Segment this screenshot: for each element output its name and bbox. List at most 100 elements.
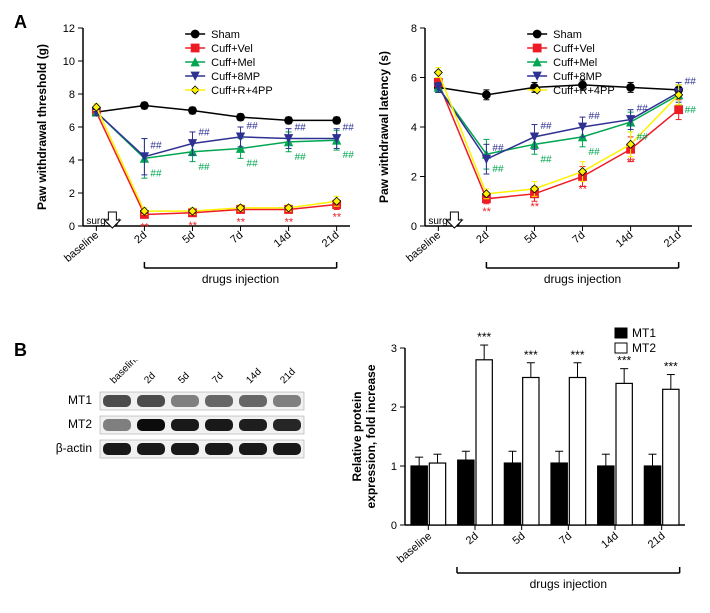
svg-text:14d: 14d <box>599 530 621 551</box>
svg-text:5d: 5d <box>510 530 527 547</box>
chart-a-left: 0 2 4 6 8 10 12 Paw withdrawal threshold (g) bas… <box>28 18 358 298</box>
svg-text:0: 0 <box>411 221 417 233</box>
svg-text:**: ** <box>285 217 294 229</box>
svg-text:baseline: baseline <box>62 229 101 265</box>
svg-text:##: ## <box>540 154 552 165</box>
chart-a-right: 0 2 4 6 8 Paw withdrawal latency (s) baseline 2… <box>370 18 700 298</box>
svg-text:Paw withdrawal latency (s): Paw withdrawal latency (s) <box>377 51 391 203</box>
svg-text:##: ## <box>198 162 210 173</box>
svg-text:##: ## <box>150 141 162 152</box>
svg-text:4: 4 <box>69 155 75 167</box>
svg-text:##: ## <box>637 104 649 115</box>
svg-text:##: ## <box>295 152 307 163</box>
svg-text:Cuff+R+4PP: Cuff+R+4PP <box>553 85 615 97</box>
svg-text:##: ## <box>685 105 697 116</box>
svg-text:***: *** <box>617 354 631 368</box>
svg-text:baseline: baseline <box>108 360 142 386</box>
svg-text:expression, fold increase: expression, fold increase <box>364 364 378 508</box>
svg-text:drugs injection: drugs injection <box>530 577 607 591</box>
svg-text:Cuff+Mel: Cuff+Mel <box>553 57 597 69</box>
svg-text:##: ## <box>247 121 259 132</box>
svg-text:Paw withdrawal threshold (g): Paw withdrawal threshold (g) <box>35 44 49 210</box>
svg-text:##: ## <box>637 132 649 143</box>
svg-text:14d: 14d <box>614 229 636 250</box>
svg-text:1: 1 <box>391 461 397 473</box>
figure: A 024681012Paw withdrawal threshold (g)b… <box>10 10 700 603</box>
svg-text:drugs injection: drugs injection <box>544 272 621 286</box>
svg-text:7d: 7d <box>210 370 226 386</box>
svg-text:**: ** <box>530 201 539 213</box>
svg-text:**: ** <box>237 217 246 229</box>
panel-b-label: B <box>14 340 27 361</box>
svg-text:##: ## <box>295 123 307 134</box>
svg-text:***: *** <box>664 360 678 374</box>
svg-text:**: ** <box>140 221 149 233</box>
svg-text:14d: 14d <box>244 367 264 387</box>
svg-text:14d: 14d <box>272 229 294 250</box>
svg-text:5d: 5d <box>522 229 539 246</box>
svg-text:Cuff+Mel: Cuff+Mel <box>211 57 255 69</box>
svg-text:21d: 21d <box>278 367 298 387</box>
svg-text:##: ## <box>150 168 162 179</box>
svg-text:##: ## <box>589 111 601 122</box>
svg-text:Sham: Sham <box>211 29 240 41</box>
svg-text:**: ** <box>579 184 588 196</box>
svg-text:7d: 7d <box>228 229 245 246</box>
svg-text:**: ** <box>482 206 491 218</box>
svg-text:4: 4 <box>411 122 417 134</box>
svg-text:##: ## <box>492 143 504 154</box>
svg-text:MT1: MT1 <box>68 393 92 407</box>
chart-b: 0 1 2 3 Relative proteinexpression, fold inc… <box>345 320 695 600</box>
panel-a-label: A <box>14 12 27 33</box>
svg-text:2d: 2d <box>464 530 481 547</box>
svg-text:##: ## <box>343 150 355 161</box>
svg-text:MT2: MT2 <box>68 417 92 431</box>
svg-text:**: ** <box>333 212 342 224</box>
svg-text:7d: 7d <box>570 229 587 246</box>
svg-text:Cuff+Vel: Cuff+Vel <box>211 43 253 55</box>
svg-text:##: ## <box>492 164 504 175</box>
svg-text:0: 0 <box>69 221 75 233</box>
svg-text:##: ## <box>685 76 697 87</box>
svg-text:7d: 7d <box>557 530 574 547</box>
svg-text:**: ** <box>188 220 197 232</box>
svg-text:Cuff+R+4PP: Cuff+R+4PP <box>211 85 273 97</box>
svg-text:2: 2 <box>411 172 417 184</box>
svg-text:##: ## <box>247 158 259 169</box>
svg-text:MT1: MT1 <box>632 326 656 340</box>
svg-text:drugs injection: drugs injection <box>202 272 279 286</box>
svg-text:Relative protein: Relative protein <box>350 391 364 481</box>
svg-text:MT2: MT2 <box>632 341 656 355</box>
svg-text:Cuff+Vel: Cuff+Vel <box>553 43 595 55</box>
svg-text:0: 0 <box>391 520 397 532</box>
svg-text:baseline: baseline <box>395 530 434 566</box>
svg-text:2d: 2d <box>142 370 158 386</box>
svg-text:12: 12 <box>63 23 75 35</box>
svg-text:##: ## <box>540 121 552 132</box>
svg-text:***: *** <box>477 330 491 344</box>
western-blot: baseline2d 5d 7d 14d 21d MT1 MT2 β-actin <box>32 360 332 490</box>
svg-text:2: 2 <box>69 188 75 200</box>
svg-text:21d: 21d <box>320 229 342 250</box>
svg-text:Cuff+8MP: Cuff+8MP <box>553 71 602 83</box>
svg-text:##: ## <box>198 128 210 139</box>
svg-text:***: *** <box>570 348 584 362</box>
svg-text:6: 6 <box>411 73 417 85</box>
svg-text:6: 6 <box>69 122 75 134</box>
svg-text:baseline: baseline <box>404 229 443 265</box>
svg-text:Sham: Sham <box>553 29 582 41</box>
svg-text:##: ## <box>589 147 601 158</box>
svg-text:***: *** <box>524 348 538 362</box>
svg-text:##: ## <box>343 123 355 134</box>
svg-text:5d: 5d <box>176 370 192 386</box>
svg-text:2: 2 <box>391 402 397 414</box>
svg-text:3: 3 <box>391 343 397 355</box>
svg-text:8: 8 <box>411 23 417 35</box>
svg-text:**: ** <box>627 156 636 168</box>
svg-text:2d: 2d <box>474 229 491 246</box>
svg-text:21d: 21d <box>662 229 684 250</box>
svg-text:β-actin: β-actin <box>56 441 92 455</box>
svg-text:Cuff+8MP: Cuff+8MP <box>211 71 260 83</box>
svg-text:10: 10 <box>63 56 75 68</box>
svg-text:8: 8 <box>69 89 75 101</box>
